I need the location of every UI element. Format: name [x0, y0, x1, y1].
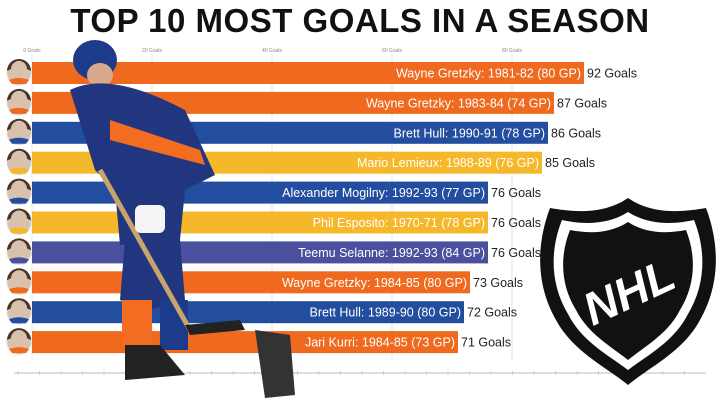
player-avatar-jersey [9, 197, 29, 204]
bar-label: Alexander Mogilny: 1992-93 (77 GP) [282, 186, 485, 200]
bar-label: Wayne Gretzky: 1983-84 (74 GP) [366, 96, 551, 110]
player-skate-right [255, 330, 295, 398]
x-tick-label: 0 Goals [23, 48, 41, 54]
bar-value-label: 76 Goals [491, 186, 541, 200]
bar-value-label: 86 Goals [551, 126, 601, 140]
player-avatar-hair [7, 118, 31, 131]
player-avatar-hair [7, 148, 31, 161]
player-face [87, 63, 113, 87]
bar-label: Wayne Gretzky: 1981-82 (80 GP) [396, 67, 581, 81]
x-tick-label: 80 Goals [502, 48, 523, 54]
bar-value-label: 87 Goals [557, 96, 607, 110]
player-avatar-jersey [9, 167, 29, 174]
bar-label: Brett Hull: 1990-91 (78 GP) [394, 126, 545, 140]
bar-value-label: 92 Goals [587, 67, 637, 81]
bar-label: Phil Esposito: 1970-71 (78 GP) [313, 216, 485, 230]
player-avatar-jersey [9, 227, 29, 234]
player-avatar-hair [7, 59, 31, 71]
player-avatar-jersey [9, 78, 29, 84]
player-avatar-jersey [9, 287, 29, 294]
player-avatar-hair [7, 238, 31, 251]
player-avatar-hair [7, 298, 31, 311]
player-sock-left [122, 300, 152, 345]
bar-value-label: 73 Goals [473, 276, 523, 290]
bar-label: Teemu Selanne: 1992-93 (84 GP) [298, 246, 485, 260]
bar-value-label: 72 Goals [467, 306, 517, 320]
player-avatar-hair [7, 208, 31, 221]
hockey-player-image [70, 40, 295, 398]
player-avatar-jersey [9, 257, 29, 264]
bar-value-label: 76 Goals [491, 246, 541, 260]
bar-value-label: 85 Goals [545, 156, 595, 170]
player-jersey [70, 83, 215, 245]
jersey-stripe [110, 120, 205, 165]
player-avatar-hair [7, 88, 31, 101]
player-sock-right [160, 300, 188, 350]
bar-label: Brett Hull: 1989-90 (80 GP) [310, 306, 461, 320]
player-skate-left [125, 345, 185, 380]
player-avatar-jersey [9, 107, 29, 114]
nhl-logo: NHL [540, 198, 716, 385]
x-tick-label: 40 Goals [262, 48, 283, 54]
bar-label: Jari Kurri: 1984-85 (73 GP) [305, 336, 455, 350]
nhl-shield-inner [563, 222, 693, 360]
player-avatar-hair [7, 268, 31, 281]
player-avatar-jersey [9, 347, 29, 354]
bar [32, 62, 584, 84]
player-glove [135, 205, 165, 233]
stick-blade [185, 320, 245, 335]
x-tick-label: 20 Goals [142, 48, 163, 54]
chart-title: TOP 10 MOST GOALS IN A SEASON [70, 2, 650, 39]
player-avatar-hair [7, 328, 31, 341]
bar-label: Mario Lemieux: 1988-89 (76 GP) [357, 156, 539, 170]
bar-label: Wayne Gretzky: 1984-85 (80 GP) [282, 276, 467, 290]
player-avatar-jersey [9, 137, 29, 144]
bar-value-label: 76 Goals [491, 216, 541, 230]
hockey-stick [97, 168, 193, 332]
x-tick-label: 60 Goals [382, 48, 403, 54]
bar-value-label: 71 Goals [461, 336, 511, 350]
player-avatar-hair [7, 178, 31, 191]
player-avatar-jersey [9, 317, 29, 324]
